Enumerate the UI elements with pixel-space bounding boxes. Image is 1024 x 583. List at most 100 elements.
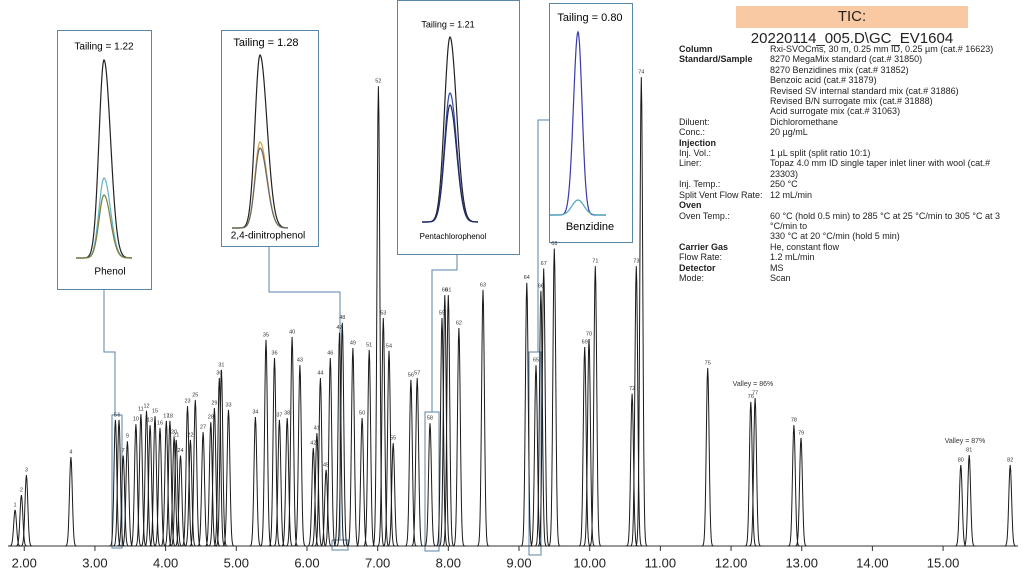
method-value: 12 mL/min [770, 189, 813, 200]
peak [749, 397, 762, 547]
peak-label: 49 [350, 340, 356, 346]
peak [314, 377, 327, 547]
peak [293, 365, 306, 547]
method-value: Topaz 4.0 mm ID single taper inlet liner… [770, 158, 991, 179]
peak [320, 469, 333, 547]
peak [435, 317, 449, 547]
peak [356, 417, 369, 547]
method-label: Carrier Gas [679, 241, 729, 252]
peak-label: 38 [284, 410, 290, 416]
peak-label: 60 [442, 288, 448, 294]
method-values: 12 mL/min [770, 190, 1019, 200]
x-tick-label: 10.00 [573, 555, 606, 570]
method-value: Acid surrogate mix (cat.# 31063) [770, 106, 901, 117]
peak-label: 44 [317, 370, 323, 376]
peak [438, 295, 451, 547]
peak [259, 339, 273, 547]
method-values [770, 138, 1019, 148]
peak-label: 77 [752, 390, 758, 396]
annotation: Valley = 86% [733, 381, 774, 388]
peak-label: 7 [122, 448, 125, 454]
peak [954, 465, 967, 547]
method-value: Benzoic acid (cat.# 31879) [770, 75, 877, 86]
peak-label: 75 [705, 360, 711, 366]
peak-label: 36 [271, 350, 277, 356]
method-row: Flow Rate: 1.2 mL/min [679, 252, 1019, 262]
inset-curve [550, 199, 606, 216]
peak-label: 35 [263, 332, 269, 338]
peak-label: 72 [629, 386, 635, 392]
inset-curve [232, 141, 288, 229]
peak [197, 432, 210, 547]
method-values: 20 µg/mL [770, 127, 1019, 137]
inset-curve [232, 147, 288, 229]
peak [184, 439, 197, 547]
zoom-region [424, 411, 440, 552]
peak-label: 43 [297, 358, 303, 364]
method-row: Oven Temp.: 60 °C (hold 0.5 min) to 285 °… [679, 211, 1019, 242]
method-value: 8270 Benzidines mix (cat.# 31852) [770, 64, 909, 75]
peak-label: 40 [289, 329, 295, 335]
method-label: Oven [679, 200, 702, 211]
method-values: 1.2 mL/min [770, 252, 1019, 262]
peak-label: 53 [380, 310, 386, 316]
chart-title: TIC: 20220114_005.D\GC_EV1604 [736, 6, 968, 47]
peak-label: 12 [143, 403, 149, 409]
peak-label: 82 [1007, 458, 1013, 464]
inset-curve [76, 58, 132, 259]
inset-box [221, 30, 319, 247]
method-values: Rxi-SVOCms, 30 m, 0.25 mm ID, 0.25 µm (c… [770, 44, 1019, 54]
peak [411, 377, 424, 547]
method-label: Injection [679, 137, 717, 148]
method-row: Oven [679, 200, 1019, 210]
peak [336, 322, 349, 547]
peak [307, 447, 320, 547]
peak-label: 42 [310, 440, 316, 446]
method-value: 330 °C at 20 °C/min (hold 5 min) [770, 231, 900, 242]
peak [476, 289, 490, 547]
method-values: 1 µL split (split ratio 10:1) [770, 148, 1019, 158]
method-values: MS [770, 263, 1019, 273]
method-label: Inj. Vol.: [679, 148, 712, 159]
peak-label: 61 [445, 288, 451, 294]
peak-label: 2 [20, 488, 23, 494]
peak [537, 268, 550, 547]
method-value: 1.2 mL/min [770, 252, 815, 263]
peak [442, 295, 455, 547]
peak-label: 62 [456, 320, 462, 326]
peak-label: 52 [375, 79, 381, 85]
peak-label: 64 [524, 275, 530, 281]
peak-label: 80 [958, 458, 964, 464]
peak [15, 495, 28, 547]
peak [153, 427, 167, 547]
method-table: Column Rxi-SVOCms, 30 m, 0.25 mm ID, 0.25… [679, 44, 1019, 283]
peak-label: 6 [117, 412, 120, 418]
peak-label: 3 [25, 468, 28, 474]
peak [963, 455, 976, 547]
inset-tailing: Tailing = 1.22 [74, 42, 134, 53]
peak-label: 25 [192, 392, 198, 398]
peak [324, 357, 337, 547]
peak-label: 29 [211, 400, 217, 406]
inset-tailing: Tailing = 0.80 [557, 12, 622, 24]
method-label: Detector [679, 262, 716, 273]
peak [174, 455, 187, 547]
peak-label: 16 [157, 420, 163, 426]
method-row: Column Rxi-SVOCms, 30 m, 0.25 mm ID, 0.25… [679, 44, 1019, 54]
peak-label: 34 [252, 409, 258, 415]
peak [452, 327, 465, 547]
peak-label: 65 [533, 358, 539, 364]
peak-label: 15 [152, 409, 158, 415]
method-value: 250 °C [770, 179, 798, 190]
peak [363, 349, 376, 547]
method-row: Inj. Vol.: 1 µL split (split ratio 10:1) [679, 148, 1019, 158]
method-row: Injection [679, 138, 1019, 148]
x-tick-label: 5.00 [224, 555, 249, 570]
peak-label: 68 [551, 241, 557, 247]
peak [140, 410, 153, 547]
method-row: Carrier Gas He, constant flow [679, 242, 1019, 252]
x-tick-label: 8.00 [436, 555, 461, 570]
peak-label: 78 [791, 418, 797, 424]
peak [281, 417, 294, 547]
peak [268, 357, 281, 547]
